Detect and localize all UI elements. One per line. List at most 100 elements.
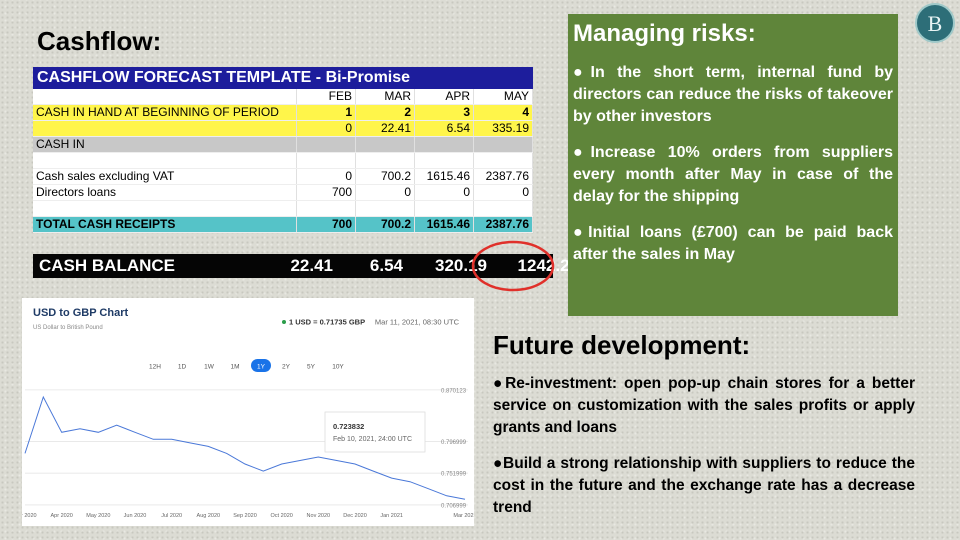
table-cell — [355, 136, 415, 153]
table-cell: 22.41 — [355, 120, 415, 137]
table-cell: Directors loans — [33, 184, 297, 201]
table-cell: 6.54 — [414, 120, 474, 137]
table-cell: 700 — [296, 184, 356, 201]
table-cell: Cash sales excluding VAT — [33, 168, 297, 185]
table-cell: CASH IN — [33, 136, 297, 153]
x-tick-label: Jan 2021 — [380, 513, 403, 519]
table-cell: 3 — [414, 104, 474, 121]
range-button: 10Y — [332, 364, 344, 371]
table-cell: 2 — [355, 104, 415, 121]
table-cell: MAR — [355, 89, 415, 105]
y-tick-label: 0.870123 — [441, 388, 467, 394]
x-tick-label: Apr 2020 — [51, 513, 73, 519]
range-button: 5Y — [307, 364, 316, 371]
risks-box: Managing risks: ●In the short term, inte… — [568, 14, 898, 316]
table-grid: FEB MAR APR MAY CASH IN HAND AT BEGINNING OF… — [33, 89, 533, 233]
range-button: 1D — [178, 364, 187, 371]
risks-title: Managing risks: — [573, 20, 756, 47]
table-cell: 1615.46 — [414, 216, 474, 233]
table-cell: 2387.76 — [473, 216, 533, 233]
rate-time: Mar 11, 2021, 08:30 UTC — [375, 318, 460, 327]
table-cell — [355, 152, 415, 169]
x-tick-label: Aug 2020 — [197, 513, 221, 519]
range-selected — [251, 359, 271, 372]
risk-bullet: ●In the short term, internal fund by dir… — [573, 64, 893, 125]
table-row: CASH IN — [33, 136, 533, 153]
future-section: Future development: ●Re-investment: open… — [493, 330, 915, 519]
range-button: 12H — [149, 364, 161, 371]
future-title: Future development: — [493, 330, 751, 360]
table-row: 0 22.41 6.54 335.19 — [33, 120, 533, 137]
rate-dot — [282, 320, 286, 324]
table-row — [33, 152, 533, 169]
table-cell — [473, 136, 533, 153]
table-cell — [33, 152, 297, 169]
table-row: Cash sales excluding VAT 0 700.2 1615.46 238… — [33, 168, 533, 185]
table-row: CASH IN HAND AT BEGINNING OF PERIOD 1 2 3 4 — [33, 104, 533, 121]
y-tick-label: 0.796999 — [441, 440, 467, 446]
balance-value: 1242.24 — [517, 256, 579, 275]
x-tick-label: Mar 2021 — [453, 513, 474, 519]
table-cell: APR — [414, 89, 474, 105]
table-cell: 0 — [355, 184, 415, 201]
cashflow-table: CASHFLOW FORECAST TEMPLATE - Bi-Promise … — [33, 67, 533, 233]
table-row: Directors loans 700 0 0 0 — [33, 184, 533, 201]
table-cell: 700 — [296, 216, 356, 233]
tooltip-box — [324, 411, 426, 453]
table-cell — [414, 200, 474, 217]
table-cell: 700.2 — [355, 168, 415, 185]
x-tick-label: Oct 2020 — [271, 513, 293, 519]
balance-label: CASH BALANCE — [39, 256, 175, 275]
table-title: CASHFLOW FORECAST TEMPLATE - Bi-Promise — [33, 67, 533, 89]
x-tick-label: Mar 2020 — [22, 513, 37, 519]
table-cell — [33, 89, 297, 105]
risk-bullet: ●Initial loans (£700) can be paid back a… — [573, 224, 893, 263]
range-button: 1W — [204, 364, 215, 371]
table-cell: 1615.46 — [414, 168, 474, 185]
range-button: 2Y — [282, 364, 291, 371]
table-cell — [414, 152, 474, 169]
table-cell: MAY — [473, 89, 533, 105]
table-cell: 1 — [296, 104, 356, 121]
balance-value: 6.54 — [369, 256, 403, 275]
table-cell: 700.2 — [355, 216, 415, 233]
logo-letter: B — [928, 11, 943, 36]
table-cell: TOTAL CASH RECEIPTS — [33, 216, 297, 233]
table-cell: 0 — [296, 168, 356, 185]
x-tick-label: Jul 2020 — [161, 513, 182, 519]
x-tick-label: Nov 2020 — [307, 513, 331, 519]
table-cell: 2387.76 — [473, 168, 533, 185]
table-cell — [473, 152, 533, 169]
risk-bullet: ●Increase 10% orders from suppliers ever… — [573, 144, 893, 205]
series-line — [24, 395, 466, 500]
y-tick-label: 0.706999 — [441, 503, 467, 509]
table-cell — [33, 200, 297, 217]
cashflow-heading: Cashflow: — [37, 26, 162, 56]
tooltip-value: 0.723832 — [333, 422, 364, 431]
chart-subtitle: US Dollar to British Pound — [33, 325, 103, 331]
table-cell — [296, 152, 356, 169]
table-cell — [414, 136, 474, 153]
rate: 1 USD = 0.71735 GBP — [289, 318, 365, 327]
table-cell — [33, 120, 297, 137]
future-bullet: ●Build a strong relationship with suppli… — [493, 455, 915, 516]
table-cell — [296, 136, 356, 153]
x-tick-label: May 2020 — [86, 513, 110, 519]
table-cell — [473, 200, 533, 217]
highlight-ellipse — [471, 240, 555, 292]
y-tick-label: 0.751999 — [441, 472, 467, 478]
chart-title: USD to GBP Chart — [33, 307, 128, 319]
logo: B — [915, 3, 955, 43]
range-button: 1M — [230, 364, 239, 371]
x-tick-label: Sep 2020 — [233, 513, 257, 519]
range-button: 1Y — [257, 364, 266, 371]
table-row — [33, 200, 533, 217]
table-cell: 335.19 — [473, 120, 533, 137]
x-tick-label: Jun 2020 — [124, 513, 147, 519]
balance-value: 22.41 — [290, 256, 333, 275]
rate-chart: USD to GBP Chart US Dollar to British Pou… — [22, 298, 474, 526]
table-cell — [355, 200, 415, 217]
table-cell: CASH IN HAND AT BEGINNING OF PERIOD — [33, 104, 297, 121]
table-cell: 0 — [414, 184, 474, 201]
